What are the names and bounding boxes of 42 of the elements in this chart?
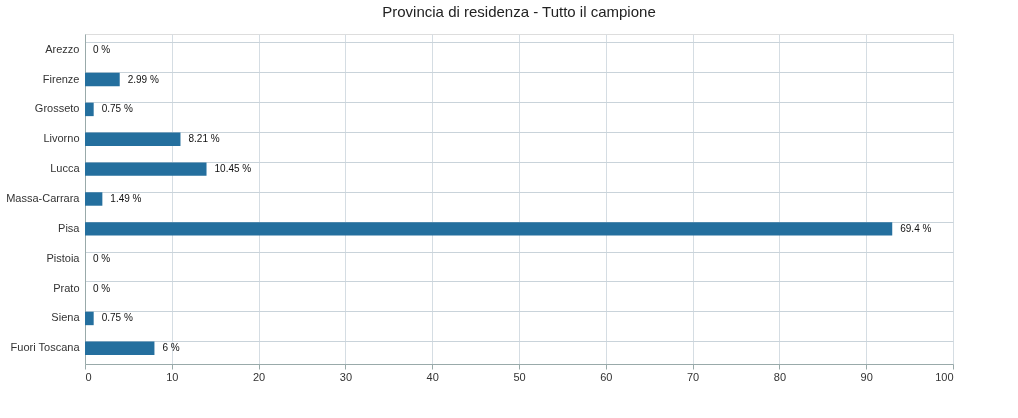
x-tick-label: 30 — [339, 370, 353, 383]
x-tick-label: 90 — [860, 370, 873, 383]
x-tick-label: 40 — [426, 370, 439, 383]
x-tick-label: 20 — [252, 370, 266, 383]
annotation: 1.49 % — [110, 193, 142, 204]
annotation: 0 % — [93, 252, 111, 264]
y-tick-label: Massa-Carrara — [6, 192, 81, 204]
chart-title: Provincia di residenza - Tutto il campione — [382, 3, 656, 20]
y-tick-label: Grosseto — [34, 102, 80, 115]
annotation: 0 % — [93, 43, 111, 55]
x-tick-label: 80 — [773, 370, 787, 383]
y-tick-label: Pistoia — [46, 251, 81, 264]
y-tick-label: Livorno — [43, 132, 80, 145]
y-tick-label: Lucca — [50, 162, 81, 175]
annotation: 6 % — [162, 342, 180, 354]
bar — [85, 311, 94, 326]
annotation: 8.21 % — [188, 133, 220, 145]
y-tick-label: Firenze — [42, 72, 80, 85]
bar — [85, 222, 893, 236]
annotation: 0.75 % — [101, 312, 133, 324]
bar — [85, 162, 207, 176]
annotation: 0.75 % — [101, 103, 133, 115]
y-tick-label: Siena — [51, 311, 81, 324]
annotation: 2.99 % — [127, 73, 159, 85]
x-tick-label: 70 — [686, 370, 700, 383]
bar — [85, 132, 181, 146]
x-tick-label: 10 — [166, 370, 179, 383]
annotation: 10.45 % — [214, 163, 252, 175]
bar — [85, 102, 94, 117]
bar — [85, 341, 155, 356]
annotation: 69.4 % — [900, 222, 932, 234]
bar — [85, 192, 103, 206]
x-tick-label: 50 — [513, 370, 526, 383]
x-tick-label: 0 — [85, 370, 92, 383]
x-tick-label: 100 — [935, 370, 954, 383]
y-tick-label: Arezzo — [45, 42, 80, 55]
y-tick-label: Prato — [53, 281, 80, 294]
y-tick-label: Fuori Toscana — [10, 341, 81, 354]
bar — [85, 72, 120, 87]
y-tick-label: Pisa — [58, 221, 81, 234]
annotation: 0 % — [93, 282, 111, 294]
x-tick-label: 60 — [600, 370, 613, 383]
